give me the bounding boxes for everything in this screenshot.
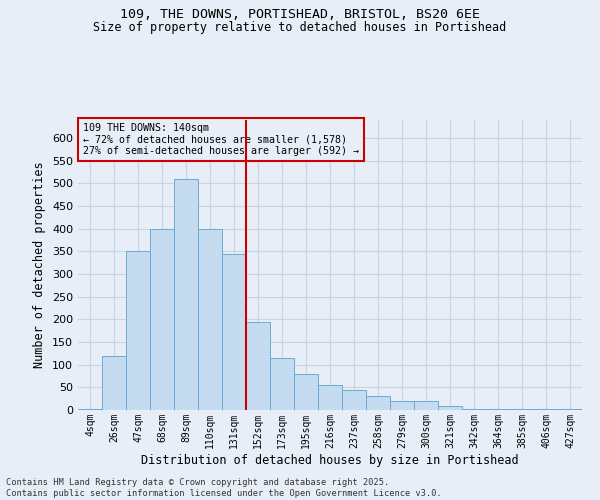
Bar xyxy=(198,229,222,410)
Bar xyxy=(558,408,582,410)
Bar xyxy=(462,408,486,410)
Bar xyxy=(438,406,462,410)
Bar xyxy=(78,408,102,410)
Bar xyxy=(174,179,198,410)
Bar xyxy=(102,356,126,410)
Bar xyxy=(414,401,438,410)
Text: Size of property relative to detached houses in Portishead: Size of property relative to detached ho… xyxy=(94,21,506,34)
X-axis label: Distribution of detached houses by size in Portishead: Distribution of detached houses by size … xyxy=(141,454,519,466)
Text: 109, THE DOWNS, PORTISHEAD, BRISTOL, BS20 6EE: 109, THE DOWNS, PORTISHEAD, BRISTOL, BS2… xyxy=(120,8,480,20)
Y-axis label: Number of detached properties: Number of detached properties xyxy=(34,162,46,368)
Bar xyxy=(294,374,318,410)
Bar xyxy=(150,229,174,410)
Bar xyxy=(342,390,366,410)
Bar xyxy=(270,358,294,410)
Bar xyxy=(126,252,150,410)
Bar xyxy=(486,408,510,410)
Bar xyxy=(318,385,342,410)
Bar xyxy=(510,408,534,410)
Bar xyxy=(366,396,390,410)
Bar xyxy=(222,254,246,410)
Bar xyxy=(534,408,558,410)
Bar xyxy=(246,322,270,410)
Text: Contains HM Land Registry data © Crown copyright and database right 2025.
Contai: Contains HM Land Registry data © Crown c… xyxy=(6,478,442,498)
Text: 109 THE DOWNS: 140sqm
← 72% of detached houses are smaller (1,578)
27% of semi-d: 109 THE DOWNS: 140sqm ← 72% of detached … xyxy=(83,123,359,156)
Bar xyxy=(390,401,414,410)
